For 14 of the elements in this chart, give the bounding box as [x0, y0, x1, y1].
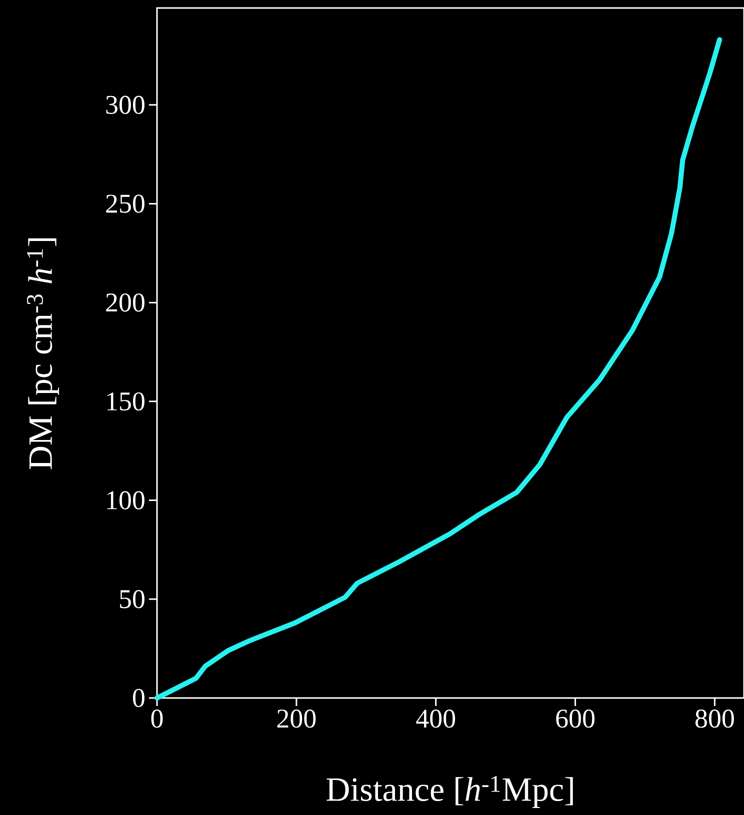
x-axis-title: Distance [h$^{-1}$Mpc]: [326, 776, 573, 808]
y-tick-label: 300: [106, 96, 144, 114]
x-tick-label: 200: [277, 710, 316, 728]
y-tick-label: 150: [107, 392, 144, 411]
x-tick-label: 0: [151, 710, 163, 728]
x-tick-label: 400: [416, 710, 456, 728]
y-tick-label: 250: [106, 194, 144, 213]
y-tick-label: 100: [107, 491, 144, 510]
x-tick-label: 800: [695, 710, 734, 728]
y-tick-label: 0: [133, 688, 144, 708]
y-tick-label: 50: [120, 590, 144, 608]
y-tick-label: 200: [106, 293, 144, 312]
y-axis-title: DM [pc cm$^{-3}$ h$^{-1}$]: [26, 238, 60, 470]
x-tick-label: 600: [556, 710, 594, 728]
